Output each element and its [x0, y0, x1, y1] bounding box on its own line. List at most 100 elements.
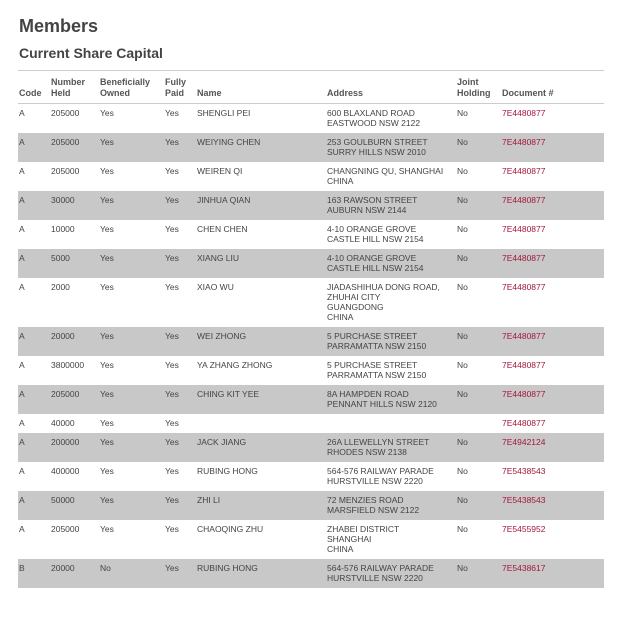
- document-link[interactable]: 7E4480877: [502, 108, 546, 118]
- header-beneficially-owned: Beneficially Owned: [99, 70, 164, 104]
- beneficially-owned-cell: Yes: [99, 327, 164, 356]
- page-title: Members: [19, 16, 99, 36]
- name-cell: ZHI LI: [196, 491, 326, 520]
- address-line: 4-10 ORANGE GROVE: [327, 253, 417, 263]
- name-cell: SHENGLI PEI: [197, 108, 251, 118]
- document-cell: 7E4480877: [501, 385, 604, 414]
- document-link[interactable]: 7E4480877: [502, 282, 546, 292]
- document-link[interactable]: 7E4480877: [502, 331, 546, 341]
- header-code: Code: [18, 70, 50, 104]
- document-cell: 7E4480877: [501, 133, 604, 162]
- document-link[interactable]: 7E5438543: [502, 466, 546, 476]
- code-cell: A: [19, 418, 25, 428]
- joint-holding-cell: No: [457, 224, 468, 234]
- document-cell: 7E4480877: [501, 162, 604, 191]
- fully-paid-cell: Yes: [164, 491, 196, 520]
- code-cell: A: [18, 133, 50, 162]
- document-link[interactable]: 7E4480877: [502, 389, 546, 399]
- code-cell: B: [18, 559, 50, 588]
- beneficially-owned-cell: Yes: [100, 524, 114, 534]
- name-cell: JACK JIANG: [196, 433, 326, 462]
- joint-holding-cell: No: [457, 466, 468, 476]
- beneficially-owned-cell: No: [99, 559, 164, 588]
- number-held-cell: 10000: [51, 224, 75, 234]
- document-link[interactable]: 7E5455952: [502, 524, 546, 534]
- fully-paid-cell: Yes: [165, 524, 179, 534]
- address-line: SURRY HILLS NSW 2010: [327, 147, 426, 157]
- code-cell: A: [18, 249, 50, 278]
- table-row: A 50000 Yes Yes ZHI LI 72 MENZIES ROAD MARSFIE…: [18, 491, 604, 520]
- document-cell: 7E4480877: [501, 327, 604, 356]
- document-link[interactable]: 7E4480877: [502, 253, 546, 263]
- joint-holding-cell: No: [456, 191, 501, 220]
- table-row: A 20000 Yes Yes WEI ZHONG 5 PURCHASE STREET PA…: [18, 327, 604, 356]
- beneficially-owned-cell: Yes: [100, 418, 114, 428]
- number-held-cell: 205000: [50, 385, 99, 414]
- code-cell: A: [19, 360, 25, 370]
- number-held-cell: 205000: [51, 108, 80, 118]
- fully-paid-cell: Yes: [164, 327, 196, 356]
- document-link[interactable]: 7E5438543: [502, 495, 546, 505]
- document-link[interactable]: 7E5438617: [502, 563, 546, 573]
- table-row: A 40000 Yes Yes 7E4480877: [18, 414, 604, 433]
- fully-paid-cell: Yes: [165, 224, 179, 234]
- document-link[interactable]: 7E4942124: [502, 437, 546, 447]
- header-fully-paid: Fully Paid: [164, 70, 196, 104]
- number-held-cell: 200000: [50, 433, 99, 462]
- joint-holding-cell: No: [456, 491, 501, 520]
- address-cell: JIADASHIHUA DONG ROAD, ZHUHAI CITY GUANGDO…: [326, 278, 456, 327]
- address-cell: [326, 414, 456, 433]
- document-link[interactable]: 7E4480877: [502, 137, 546, 147]
- name-cell: XIANG LIU: [196, 249, 326, 278]
- address-line: PENNANT HILLS NSW 2120: [327, 399, 437, 409]
- fully-paid-cell: Yes: [165, 360, 179, 370]
- address-line: PARRAMATTA NSW 2150: [327, 370, 427, 380]
- beneficially-owned-cell: Yes: [99, 491, 164, 520]
- address-cell: 72 MENZIES ROAD MARSFIELD NSW 2122: [326, 491, 456, 520]
- beneficially-owned-cell: Yes: [99, 249, 164, 278]
- section-title: Current Share Capital: [19, 45, 163, 61]
- number-held-cell: 3800000: [51, 360, 85, 370]
- address-line: 4-10 ORANGE GROVE: [327, 224, 417, 234]
- address-line: SHANGHAI: [327, 534, 372, 544]
- joint-holding-cell: [456, 414, 501, 433]
- address-line: CHINA: [327, 544, 354, 554]
- name-cell: YA ZHANG ZHONG: [197, 360, 273, 370]
- joint-holding-cell: No: [457, 166, 468, 176]
- number-held-cell: 205000: [51, 524, 80, 534]
- code-cell: A: [19, 524, 25, 534]
- document-link[interactable]: 7E4480877: [502, 418, 546, 428]
- address-line: CHANGNING QU, SHANGHAI: [327, 166, 444, 176]
- document-link[interactable]: 7E4480877: [502, 166, 546, 176]
- code-cell: A: [19, 282, 25, 292]
- address-line: 5 PURCHASE STREET: [327, 360, 418, 370]
- beneficially-owned-cell: Yes: [99, 133, 164, 162]
- code-cell: A: [18, 385, 50, 414]
- number-held-cell: 205000: [51, 166, 80, 176]
- document-link[interactable]: 7E4480877: [502, 224, 546, 234]
- document-link[interactable]: 7E4480877: [502, 360, 546, 370]
- table-row: A 400000 Yes Yes RUBING HONG 564-576 RAILWAY …: [18, 462, 604, 491]
- beneficially-owned-cell: Yes: [100, 466, 114, 476]
- fully-paid-cell: Yes: [164, 191, 196, 220]
- table-row: A 205000 Yes Yes CHAOQING ZHU ZHABEI DISTRICT…: [18, 520, 604, 559]
- number-held-cell: 205000: [50, 133, 99, 162]
- fully-paid-cell: Yes: [164, 433, 196, 462]
- table-row: A 5000 Yes Yes XIANG LIU 4-10 ORANGE GROVE CAS…: [18, 249, 604, 278]
- table-header-row: Code Number Held Beneficially Owned Fully P…: [18, 70, 604, 104]
- document-cell: 7E4942124: [501, 433, 604, 462]
- document-cell: 7E5455952: [501, 520, 604, 559]
- joint-holding-cell: No: [456, 249, 501, 278]
- address-line: 5 PURCHASE STREET: [327, 331, 418, 341]
- address-line: CHINA: [327, 312, 354, 322]
- document-cell: 7E4480877: [501, 104, 604, 134]
- document-link[interactable]: 7E4480877: [502, 195, 546, 205]
- code-cell: A: [18, 491, 50, 520]
- address-line: 564-576 RAILWAY PARADE: [327, 466, 434, 476]
- name-cell: WEIREN QI: [197, 166, 243, 176]
- number-held-cell: 30000: [50, 191, 99, 220]
- joint-holding-cell: No: [456, 385, 501, 414]
- code-cell: A: [19, 166, 25, 176]
- table-row: A 10000 Yes Yes CHEN CHEN 4-10 ORANGE GROVE CA…: [18, 220, 604, 249]
- address-line: 600 BLAXLAND ROAD: [327, 108, 415, 118]
